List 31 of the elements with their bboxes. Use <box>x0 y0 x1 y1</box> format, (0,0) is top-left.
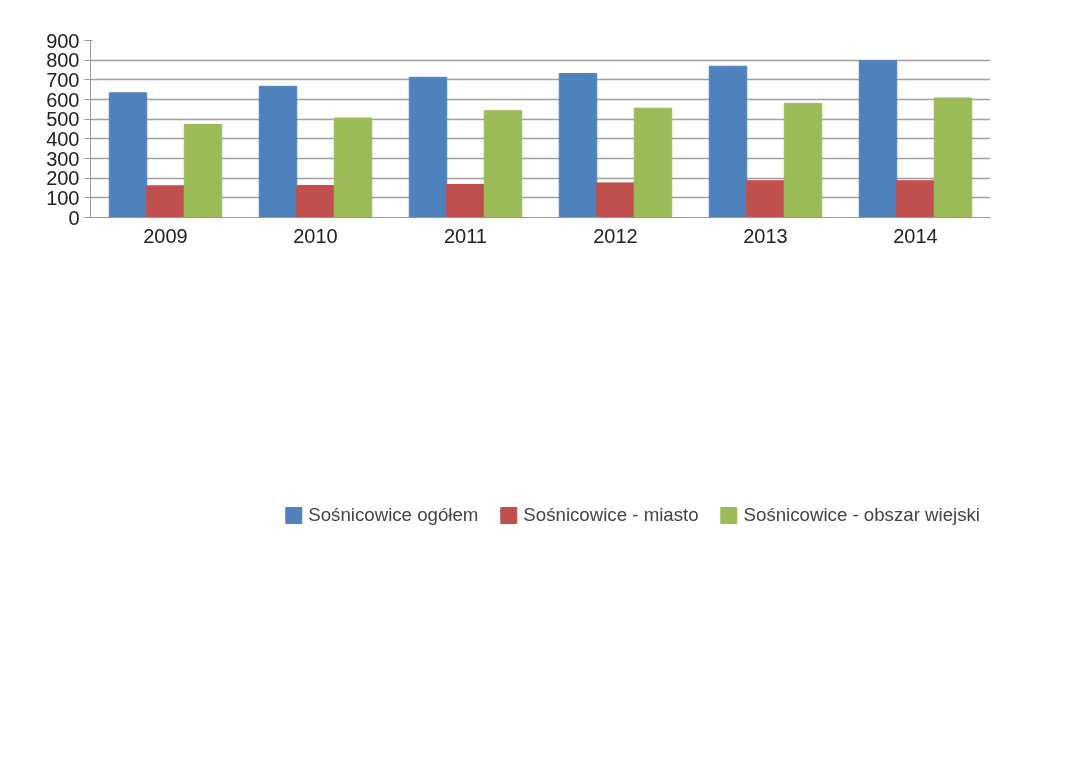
y-tick-label: 300 <box>46 147 80 170</box>
bar <box>146 185 185 218</box>
bar <box>933 97 973 218</box>
bar <box>258 85 298 218</box>
bar <box>558 73 598 218</box>
y-tick-label: 600 <box>46 88 80 111</box>
x-tick-label: 2014 <box>893 224 938 247</box>
legend-label: Sośnicowice - obszar wiejski <box>743 504 980 526</box>
bar <box>333 117 373 218</box>
x-tick-label: 2012 <box>593 224 638 247</box>
x-tick-label: 2013 <box>743 224 788 247</box>
bar <box>183 123 223 218</box>
y-tick-label: 900 <box>46 29 80 52</box>
bar <box>633 107 673 218</box>
bar <box>858 60 898 218</box>
x-tick-label: 2009 <box>143 224 188 247</box>
bar <box>708 65 748 218</box>
bar <box>483 110 523 218</box>
bar <box>446 183 485 218</box>
bar <box>783 102 823 218</box>
x-tick-label: 2010 <box>293 224 338 247</box>
bar <box>408 76 448 218</box>
legend-label: Sośnicowice - miasto <box>523 504 699 526</box>
bar <box>896 180 935 218</box>
bar <box>746 180 785 218</box>
x-tick-label: 2011 <box>444 224 488 247</box>
bar <box>596 182 635 218</box>
bar <box>108 92 148 218</box>
legend-label: Sośnicowice ogółem <box>308 504 479 526</box>
bar <box>296 184 335 218</box>
y-tick-label: 0 <box>68 206 80 229</box>
